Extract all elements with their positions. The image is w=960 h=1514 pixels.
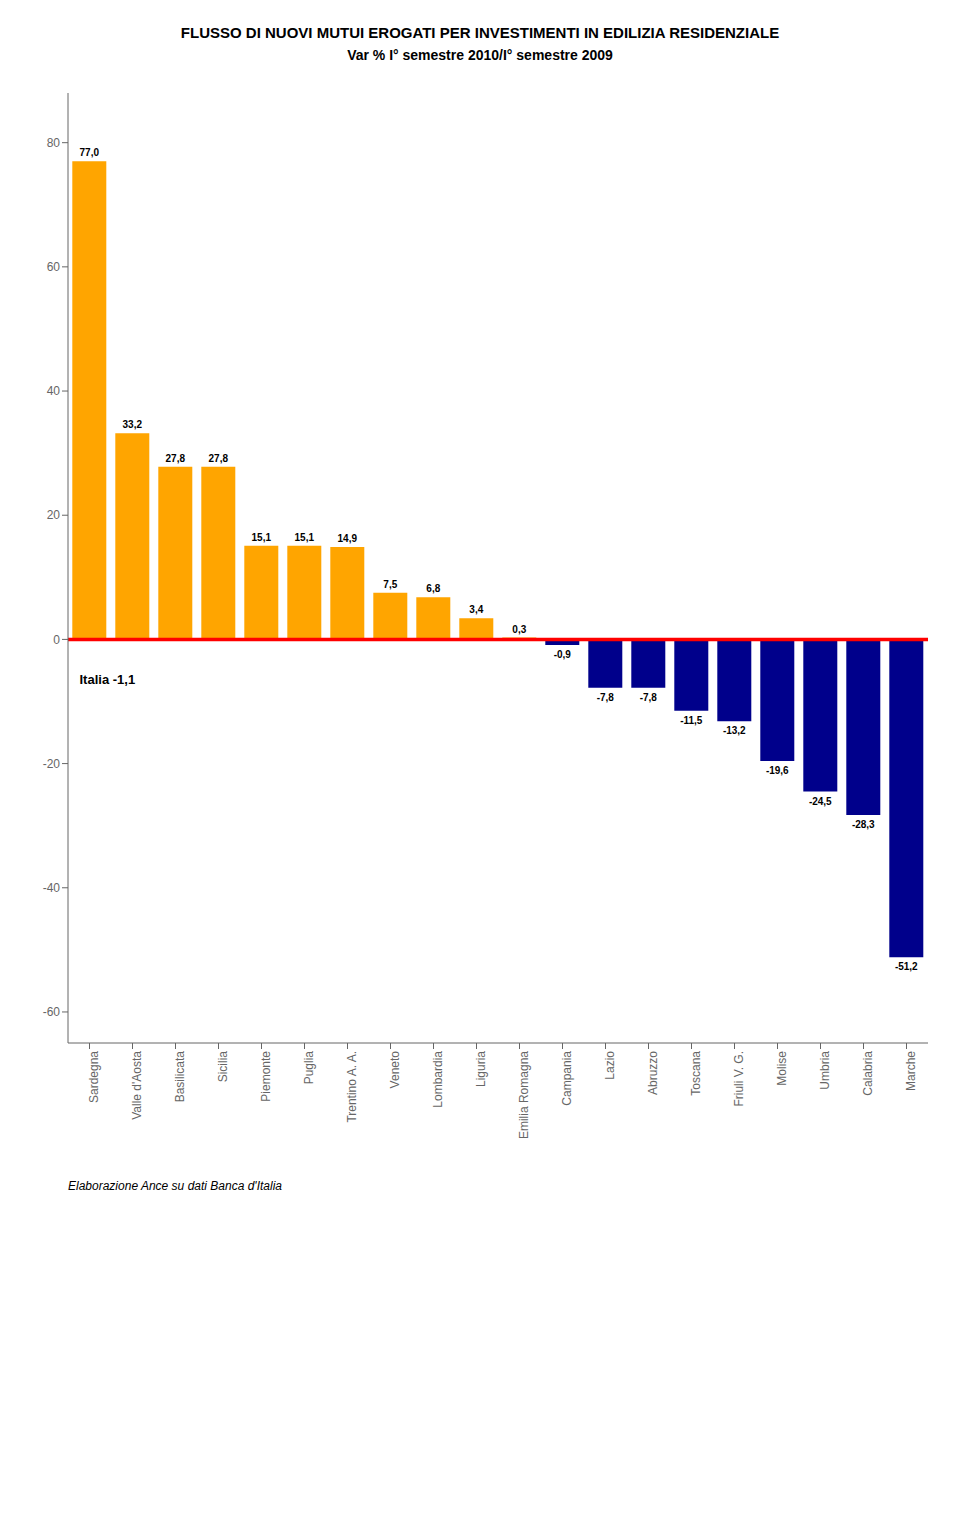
svg-text:-40: -40 [43,881,61,895]
svg-text:Marche: Marche [904,1051,918,1091]
svg-text:Lazio: Lazio [603,1051,617,1080]
html-text:Elaborazione Ance su dati Banc: Elaborazione Ance su dati Banca d'Italia [68,1179,282,1193]
svg-text:80: 80 [47,136,61,150]
svg-text:Emilia Romagna: Emilia Romagna [517,1051,531,1139]
svg-text:6,8: 6,8 [426,583,440,594]
svg-text:-60: -60 [43,1005,61,1019]
svg-text:0: 0 [53,633,60,647]
svg-text:77,0: 77,0 [80,147,100,158]
svg-text:15,1: 15,1 [252,532,272,543]
svg-text:-20: -20 [43,757,61,771]
html-text:FLUSSO DI NUOVI MUTUI EROGATI: FLUSSO DI NUOVI MUTUI EROGATI PER INVEST… [180,24,780,41]
svg-text:-7,8: -7,8 [640,692,658,703]
svg-text:Piemonte: Piemonte [259,1051,273,1102]
svg-text:Umbria: Umbria [818,1051,832,1090]
svg-text:14,9: 14,9 [338,533,358,544]
svg-text:20: 20 [47,508,61,522]
svg-text:-19,6: -19,6 [766,765,789,776]
svg-text:Sicilia: Sicilia [216,1051,230,1083]
svg-text:Lombardia: Lombardia [431,1051,445,1108]
svg-text:Trentino A. A.: Trentino A. A. [345,1051,359,1123]
svg-text:0,3: 0,3 [512,624,526,635]
svg-text:Sardegna: Sardegna [87,1051,101,1103]
svg-text:Toscana: Toscana [689,1051,703,1096]
svg-text:-13,2: -13,2 [723,725,746,736]
svg-text:Veneto: Veneto [388,1051,402,1089]
svg-text:3,4: 3,4 [469,604,483,615]
svg-text:Italia -1,1: Italia -1,1 [80,672,136,687]
svg-text:27,8: 27,8 [166,453,186,464]
svg-text:Puglia: Puglia [302,1051,316,1085]
svg-text:15,1: 15,1 [295,532,315,543]
svg-text:7,5: 7,5 [383,579,397,590]
svg-text:Friuli V. G.: Friuli V. G. [732,1051,746,1107]
svg-text:Abruzzo: Abruzzo [646,1051,660,1095]
svg-text:-7,8: -7,8 [597,692,615,703]
svg-text:Valle d'Aosta: Valle d'Aosta [130,1051,144,1120]
svg-text:Basilicata: Basilicata [173,1051,187,1103]
svg-text:Molise: Molise [775,1051,789,1086]
svg-text:Campania: Campania [560,1051,574,1106]
svg-text:60: 60 [47,260,61,274]
svg-text:Calabria: Calabria [861,1051,875,1096]
svg-text:Liguria: Liguria [474,1051,488,1087]
svg-text:-0,9: -0,9 [554,649,572,660]
html-text:Var % I° semestre 2010/I° seme: Var % I° semestre 2010/I° semestre 2009 [347,47,613,63]
svg-text:27,8: 27,8 [209,453,229,464]
svg-text:40: 40 [47,384,61,398]
svg-text:33,2: 33,2 [123,419,143,430]
svg-text:-28,3: -28,3 [852,819,875,830]
svg-text:-11,5: -11,5 [680,715,703,726]
svg-text:-51,2: -51,2 [895,961,918,972]
svg-text:-24,5: -24,5 [809,796,832,807]
